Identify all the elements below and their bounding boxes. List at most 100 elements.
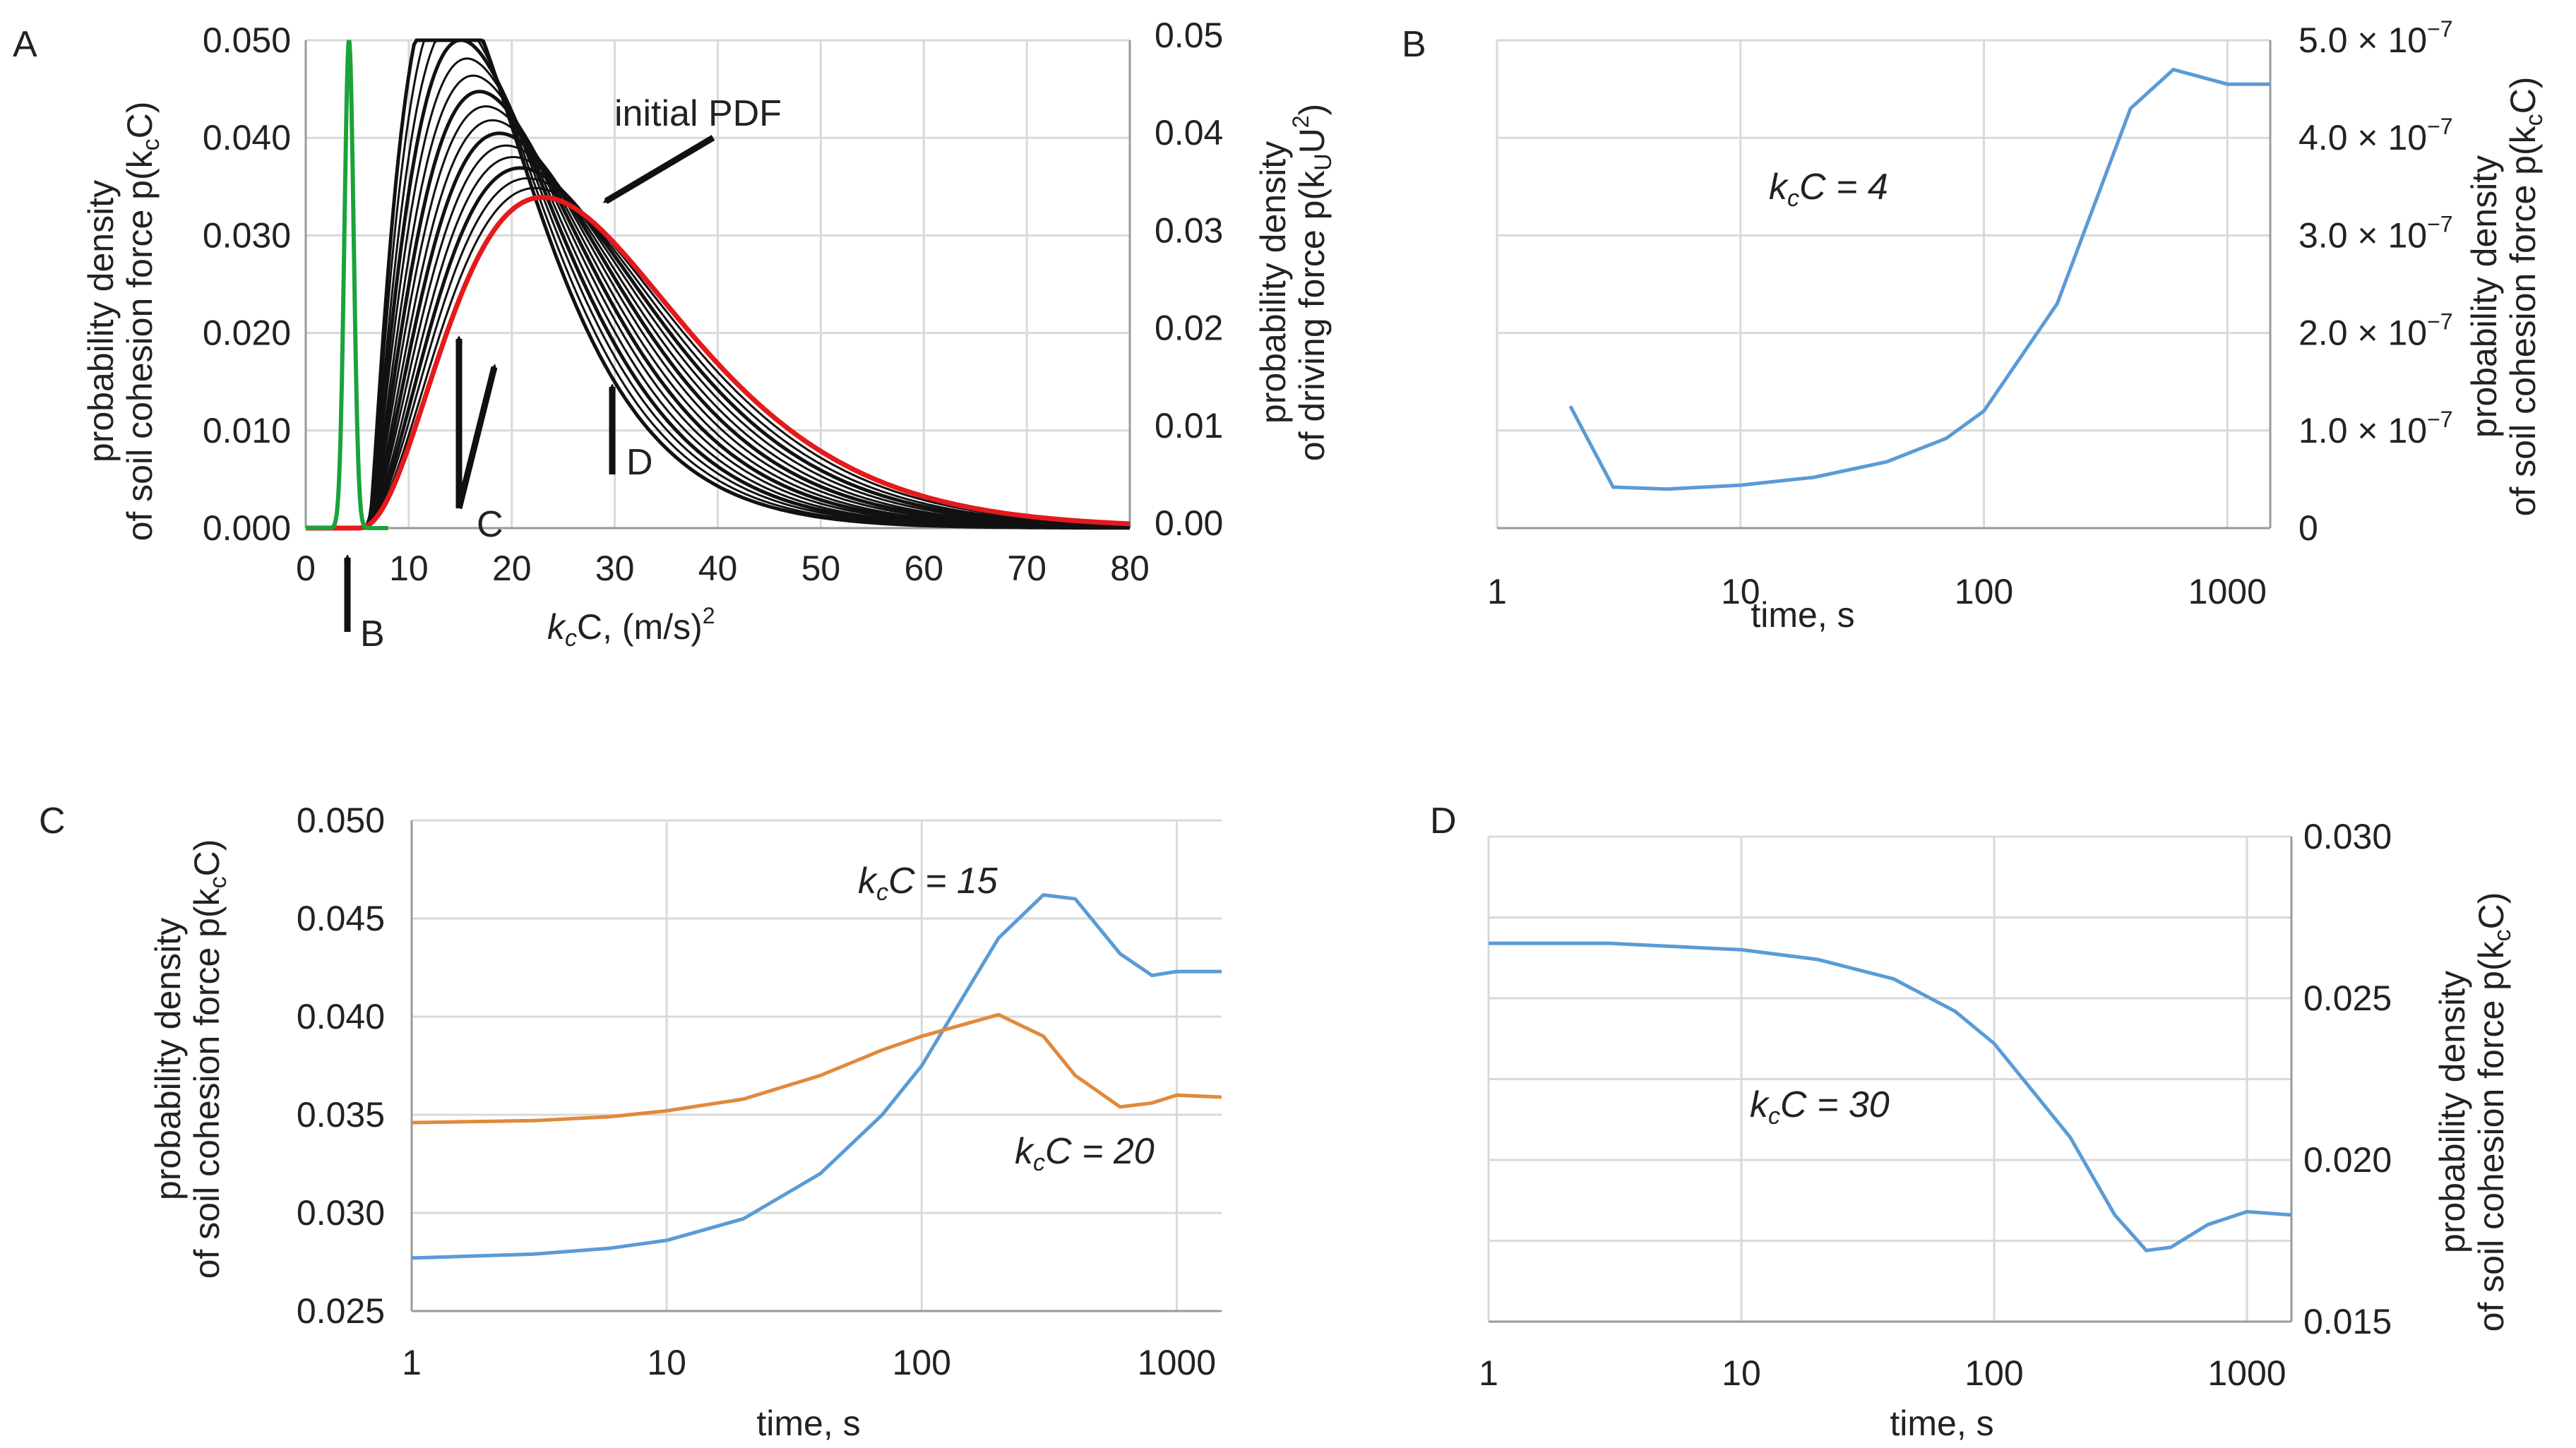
arrow-b-label: B — [360, 614, 385, 654]
x-tick-label: 80 — [1110, 549, 1150, 588]
y-tick-label: 0.030 — [2303, 817, 2392, 856]
driving-force-curve — [306, 40, 388, 530]
x-tick-label: 30 — [595, 549, 635, 588]
panel-d-x-label: time, s — [1890, 1404, 1993, 1443]
x-tick-label: 1000 — [2207, 1353, 2286, 1393]
panel-b-y-ticks: 0 1.0 × 10−7 2.0 × 10−7 3.0 × 10−7 4.0 × 10−… — [2298, 16, 2453, 548]
y-left-tick-label: 0.010 — [203, 411, 291, 450]
x-tick-label: 10 — [389, 549, 429, 588]
series-line — [1568, 67, 2270, 491]
panel-d-series-label: kcC = 30 — [1750, 1084, 1890, 1130]
panel-c-x-ticks: 1 10 100 1000 — [402, 1343, 1216, 1382]
x-tick-label: 100 — [1964, 1353, 2023, 1393]
panel-b-series-label: kcC = 4 — [1769, 167, 1888, 212]
y-right-tick-label: 0.05 — [1155, 16, 1223, 55]
y-left-tick-label: 0.000 — [203, 508, 291, 548]
x-tick-label: 1000 — [2188, 572, 2267, 611]
panel-c-label-15: kcC = 15 — [858, 861, 998, 906]
panel-a-y-left-label: probability density of soil cohesion for… — [81, 102, 165, 541]
svg-text:of soil cohesion force p(kcC): of soil cohesion force p(kcC) — [120, 102, 165, 541]
panel-c-letter: C — [39, 801, 66, 842]
x-tick-label: 10 — [1721, 572, 1760, 611]
y-tick-label: 1.0 × 10−7 — [2298, 407, 2453, 450]
x-tick-label: 1 — [1479, 1353, 1498, 1393]
panel-b-x-ticks: 1 10 100 1000 — [1487, 572, 2267, 611]
panel-a-y-right-ticks: 0.00 0.01 0.02 0.03 0.04 0.05 — [1155, 16, 1223, 543]
panel-b: B 1 10 100 1000 0 1.0 × 10−7 2.0 × 10−7 3.0 × … — [1402, 16, 2548, 635]
svg-text:of soil cohesion force p(kcC): of soil cohesion force p(kcC) — [2503, 77, 2548, 517]
y-left-tick-label: 0.030 — [203, 215, 291, 255]
initial-pdf-label: initial PDF — [614, 93, 782, 134]
y-left-tick-label: 0.040 — [203, 118, 291, 157]
evolving-pdf-curve — [306, 156, 1131, 529]
svg-text:probability density: probability density — [2433, 971, 2472, 1253]
panel-d-letter: D — [1430, 801, 1457, 842]
series-line — [411, 1012, 1222, 1125]
y-right-tick-label: 0.01 — [1155, 406, 1223, 445]
series-line — [1489, 941, 2292, 1252]
panel-b-curves — [1568, 67, 2270, 491]
y-right-tick-label: 0.04 — [1155, 113, 1223, 152]
x-tick-label: 1 — [1487, 572, 1507, 611]
x-tick-label: 20 — [492, 549, 532, 588]
panel-c-y-label: probability density of soil cohesion for… — [148, 839, 232, 1279]
y-tick-label: 0.035 — [297, 1095, 385, 1135]
y-tick-label: 0.045 — [297, 899, 385, 938]
y-tick-label: 5.0 × 10−7 — [2298, 16, 2453, 60]
arrow-c-2 — [455, 364, 498, 510]
series-line — [411, 892, 1222, 1260]
initial-pdf-curve — [306, 194, 1131, 531]
panel-d: D 1 10 100 1000 0.015 0.020 0.025 0.030 time, … — [1430, 801, 2516, 1443]
x-tick-label: 10 — [1722, 1353, 1761, 1393]
x-tick-label: 0 — [296, 549, 316, 588]
arrow-d-label: D — [626, 442, 653, 483]
panel-a-y-right-label: probability density of driving force p(k… — [1253, 104, 1337, 461]
y-tick-label: 0 — [2298, 508, 2318, 548]
panel-a-x-label: kcC, (m/s)2 — [547, 603, 715, 652]
panel-c-y-ticks: 0.025 0.030 0.035 0.040 0.045 0.050 — [297, 801, 385, 1331]
y-tick-label: 0.030 — [297, 1193, 385, 1233]
y-tick-label: 0.025 — [2303, 979, 2392, 1018]
y-tick-label: 2.0 × 10−7 — [2298, 309, 2453, 353]
initial-pdf-arrow — [602, 135, 715, 204]
panel-a-curves — [306, 38, 1131, 531]
panel-c-grid — [410, 819, 1222, 1312]
panel-a-x-ticks: 0 10 20 30 40 50 60 70 80 — [296, 549, 1150, 588]
svg-text:probability density: probability density — [2464, 155, 2504, 438]
panel-a: A 0 10 20 30 40 50 60 70 80 0.0000.0100.0200.030… — [13, 16, 1337, 654]
svg-text:of soil cohesion force p(kcC): of soil cohesion force p(kcC) — [2471, 892, 2516, 1332]
y-tick-label: 4.0 × 10−7 — [2298, 114, 2453, 157]
x-tick-label: 100 — [1955, 572, 2013, 611]
panel-a-y-left-ticks: 0.000 0.010 0.020 0.030 0.040 0.050 — [203, 20, 291, 548]
y-tick-label: 0.040 — [297, 997, 385, 1036]
panel-b-letter: B — [1402, 24, 1426, 65]
x-tick-label: 50 — [801, 549, 841, 588]
panel-b-grid — [1496, 39, 2272, 529]
panel-c-x-label: time, s — [756, 1404, 860, 1443]
panel-c: C 1 10 100 1000 0.0250.0300.0350.0400.0450.… — [39, 801, 1222, 1443]
y-left-tick-label: 0.020 — [203, 313, 291, 353]
y-left-tick-label: 0.050 — [203, 20, 291, 60]
evolving-pdf-curve — [306, 38, 1130, 530]
panel-c-curves — [411, 892, 1222, 1260]
y-right-tick-label: 0.03 — [1155, 210, 1223, 250]
panel-b-x-label: time, s — [1751, 595, 1854, 635]
x-tick-label: 1 — [402, 1343, 422, 1382]
panel-d-grid — [1487, 835, 2293, 1323]
x-tick-label: 1000 — [1138, 1343, 1216, 1382]
arrow-c-label: C — [477, 504, 503, 545]
panel-d-y-ticks: 0.015 0.020 0.025 0.030 — [2303, 817, 2392, 1341]
x-tick-label: 70 — [1007, 549, 1046, 588]
x-tick-label: 100 — [893, 1343, 951, 1382]
panel-d-curves — [1489, 941, 2292, 1252]
svg-text:of driving force p(kUU2): of driving force p(kUU2) — [1288, 104, 1337, 461]
x-tick-label: 10 — [647, 1343, 686, 1382]
evolving-pdf-curve — [306, 166, 1131, 530]
y-right-tick-label: 0.00 — [1155, 503, 1223, 543]
svg-text:probability density: probability density — [148, 918, 188, 1200]
svg-text:probability density: probability density — [81, 180, 121, 462]
panel-c-label-20: kcC = 20 — [1015, 1131, 1155, 1176]
panel-a-letter: A — [13, 24, 37, 65]
y-tick-label: 0.050 — [297, 801, 385, 840]
